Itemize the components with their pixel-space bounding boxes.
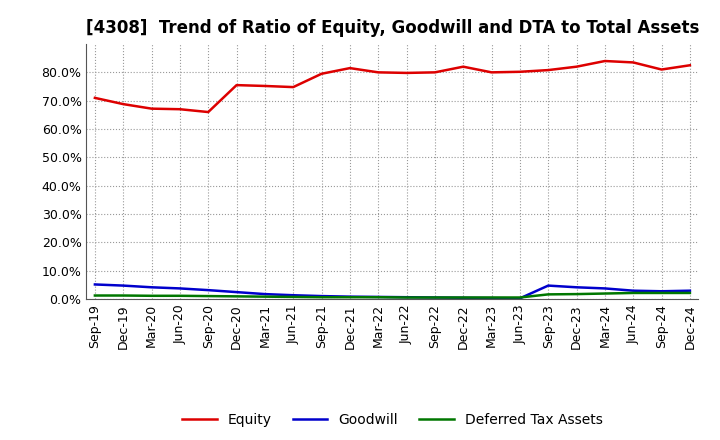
Deferred Tax Assets (346, 294, 354, 300)
Goodwill (657, 289, 666, 294)
Equity (516, 69, 524, 74)
Deferred Tax Assets (233, 294, 241, 299)
Goodwill (261, 291, 269, 297)
Equity (261, 83, 269, 88)
Equity (176, 106, 184, 112)
Equity (318, 71, 326, 77)
Goodwill (374, 294, 382, 300)
Goodwill (91, 282, 99, 287)
Deferred Tax Assets (487, 295, 496, 300)
Deferred Tax Assets (431, 295, 439, 300)
Goodwill (318, 293, 326, 299)
Equity (289, 84, 297, 90)
Goodwill (233, 290, 241, 295)
Line: Goodwill: Goodwill (95, 284, 690, 298)
Equity (685, 62, 694, 68)
Line: Equity: Equity (95, 61, 690, 112)
Deferred Tax Assets (204, 293, 212, 299)
Goodwill (289, 293, 297, 298)
Goodwill (629, 288, 637, 293)
Deferred Tax Assets (402, 295, 411, 300)
Title: [4308]  Trend of Ratio of Equity, Goodwill and DTA to Total Assets: [4308] Trend of Ratio of Equity, Goodwil… (86, 19, 699, 37)
Goodwill (176, 286, 184, 291)
Goodwill (516, 296, 524, 301)
Goodwill (487, 295, 496, 301)
Goodwill (148, 285, 156, 290)
Deferred Tax Assets (91, 293, 99, 298)
Deferred Tax Assets (176, 293, 184, 298)
Goodwill (459, 295, 467, 301)
Deferred Tax Assets (685, 290, 694, 296)
Goodwill (402, 294, 411, 300)
Deferred Tax Assets (318, 294, 326, 300)
Legend: Equity, Goodwill, Deferred Tax Assets: Equity, Goodwill, Deferred Tax Assets (176, 407, 608, 433)
Equity (204, 110, 212, 115)
Goodwill (600, 286, 609, 291)
Deferred Tax Assets (459, 295, 467, 300)
Deferred Tax Assets (516, 295, 524, 300)
Deferred Tax Assets (544, 292, 552, 297)
Deferred Tax Assets (657, 290, 666, 296)
Deferred Tax Assets (629, 290, 637, 296)
Goodwill (572, 285, 581, 290)
Line: Deferred Tax Assets: Deferred Tax Assets (95, 293, 690, 297)
Goodwill (431, 295, 439, 300)
Deferred Tax Assets (374, 294, 382, 300)
Equity (91, 95, 99, 100)
Goodwill (346, 294, 354, 299)
Goodwill (685, 288, 694, 293)
Equity (544, 67, 552, 73)
Deferred Tax Assets (572, 291, 581, 297)
Equity (629, 60, 637, 65)
Equity (233, 82, 241, 88)
Deferred Tax Assets (600, 291, 609, 296)
Goodwill (119, 283, 127, 288)
Equity (459, 64, 467, 70)
Goodwill (204, 287, 212, 293)
Goodwill (544, 283, 552, 288)
Equity (600, 59, 609, 64)
Equity (148, 106, 156, 111)
Equity (346, 66, 354, 71)
Deferred Tax Assets (261, 294, 269, 299)
Equity (657, 67, 666, 72)
Deferred Tax Assets (148, 293, 156, 298)
Deferred Tax Assets (119, 293, 127, 298)
Equity (487, 70, 496, 75)
Equity (431, 70, 439, 75)
Equity (572, 64, 581, 70)
Deferred Tax Assets (289, 294, 297, 300)
Equity (119, 102, 127, 107)
Equity (402, 70, 411, 76)
Equity (374, 70, 382, 75)
